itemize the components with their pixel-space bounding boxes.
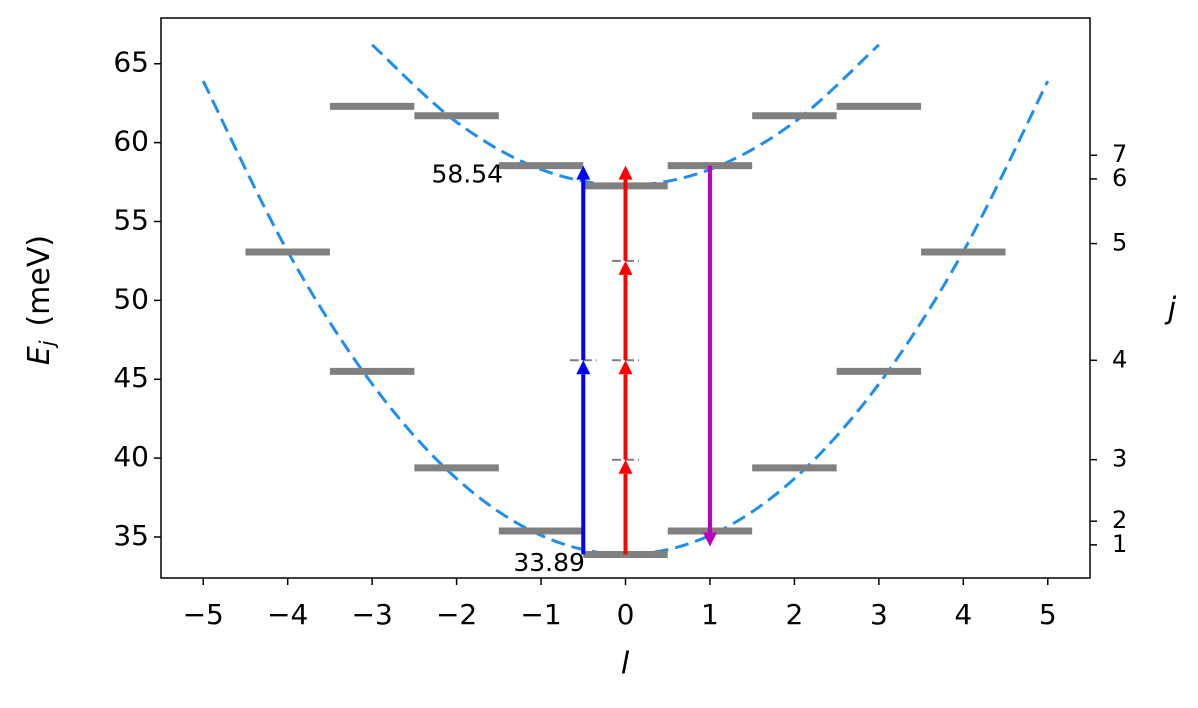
y-tick-label: 45: [113, 361, 149, 394]
y-axis-label: Ej (meV): [22, 235, 59, 365]
y-tick-label: 60: [113, 125, 149, 158]
annotation: 33.89: [513, 548, 585, 577]
x-tick-label: 1: [701, 598, 719, 631]
y2-tick-label: 3: [1112, 445, 1127, 473]
y-tick-label: 65: [113, 46, 149, 79]
y-tick-label: 40: [113, 440, 149, 473]
x-tick-label: 5: [1039, 598, 1057, 631]
arrow-head: [618, 260, 633, 275]
x-tick-label: −3: [351, 598, 392, 631]
x-tick-label: −4: [267, 598, 308, 631]
arrow-head: [702, 532, 717, 547]
x-tick-label: −1: [520, 598, 561, 631]
arrow-head: [618, 459, 633, 474]
x-axis-label: l: [621, 647, 630, 682]
x-tick-label: 4: [954, 598, 972, 631]
arrow-head: [576, 360, 591, 375]
y2-tick-label: 4: [1112, 345, 1127, 373]
y-label-subscript: j: [35, 340, 59, 349]
y2-axis-label: j: [1164, 292, 1177, 327]
x-tick-label: 3: [870, 598, 888, 631]
y-label-unit: (meV): [22, 235, 57, 327]
y2-tick-label: 2: [1112, 506, 1127, 534]
y-tick-label: 50: [113, 282, 149, 315]
arrow-head: [576, 165, 591, 180]
x-tick-label: 0: [617, 598, 635, 631]
y-label-symbol: E: [22, 346, 57, 365]
arrow-head: [618, 165, 633, 180]
x-tick-label: −5: [183, 598, 224, 631]
y2-tick-label: 5: [1112, 229, 1127, 257]
y-tick-label: 35: [113, 519, 149, 552]
y-tick-label: 55: [113, 203, 149, 236]
annotation: 58.54: [431, 160, 503, 189]
x-tick-label: −2: [436, 598, 477, 631]
y2-tick-label: 1: [1112, 530, 1127, 558]
y2-tick-label: 6: [1112, 164, 1127, 192]
arrow-head: [618, 360, 633, 375]
x-tick-label: 2: [785, 598, 803, 631]
y2-tick-label: 7: [1112, 140, 1127, 168]
